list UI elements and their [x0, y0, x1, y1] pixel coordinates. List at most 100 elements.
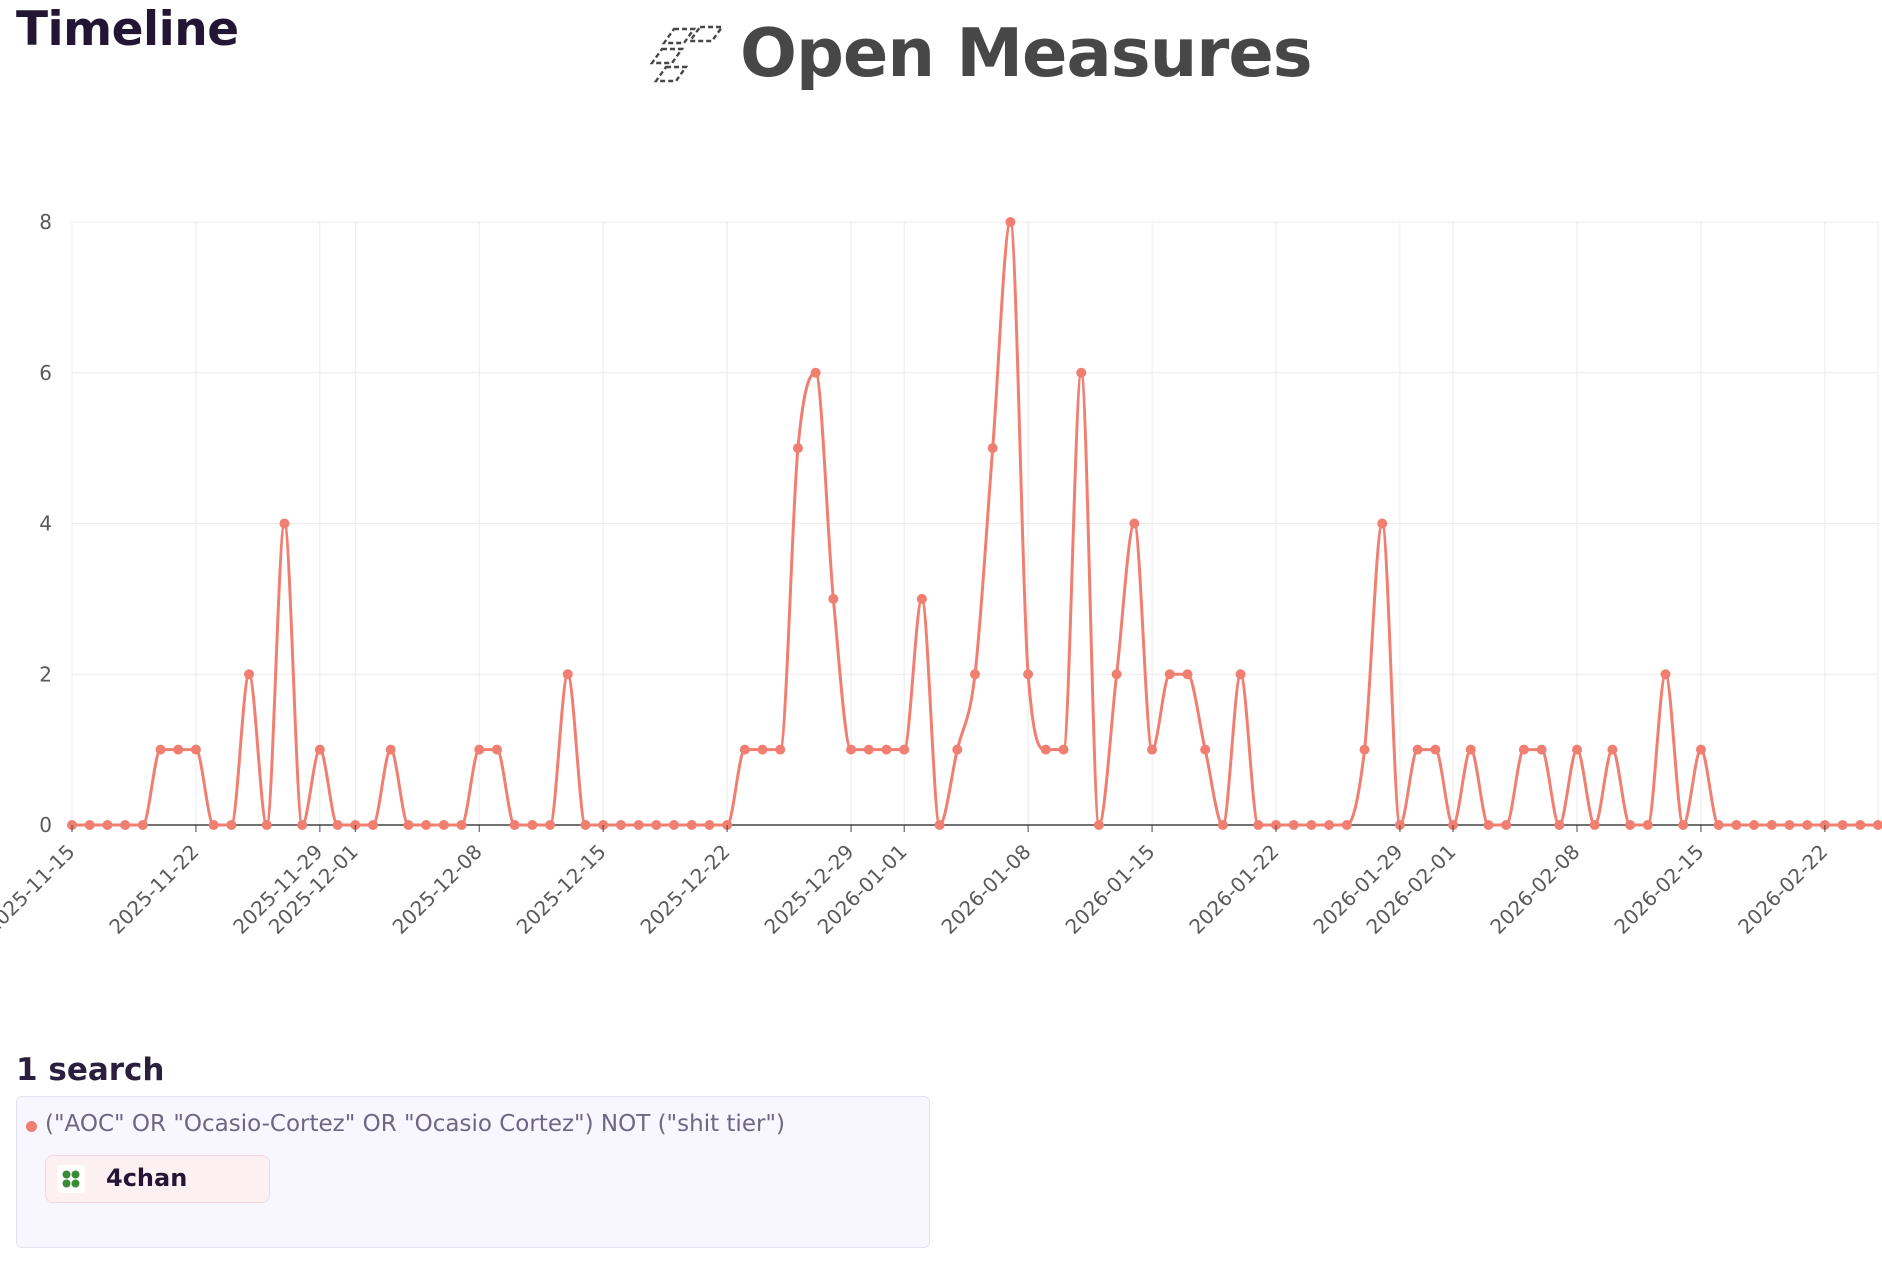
data-point[interactable] — [244, 669, 255, 680]
data-point[interactable] — [916, 593, 927, 604]
data-point[interactable] — [456, 820, 467, 830]
data-point[interactable] — [1607, 744, 1618, 755]
data-point[interactable] — [1465, 744, 1476, 755]
data-point[interactable] — [332, 820, 343, 830]
brand[interactable]: Open Measures — [650, 14, 1313, 92]
data-point[interactable] — [1147, 744, 1158, 755]
data-point[interactable] — [1253, 820, 1264, 830]
data-point[interactable] — [651, 820, 662, 830]
data-point[interactable] — [1536, 744, 1547, 755]
data-point[interactable] — [580, 820, 591, 830]
data-point[interactable] — [1217, 820, 1228, 830]
data-point[interactable] — [1695, 744, 1706, 755]
data-point[interactable] — [1359, 744, 1370, 755]
data-point[interactable] — [1235, 669, 1246, 680]
data-point[interactable] — [1518, 744, 1529, 755]
data-point[interactable] — [1625, 820, 1636, 830]
data-point[interactable] — [1554, 820, 1565, 830]
data-point[interactable] — [1023, 669, 1034, 680]
data-point[interactable] — [385, 744, 396, 755]
data-point[interactable] — [208, 820, 219, 830]
data-point[interactable] — [1058, 744, 1069, 755]
data-point[interactable] — [1182, 669, 1193, 680]
data-point[interactable] — [846, 744, 857, 755]
data-point[interactable] — [828, 593, 839, 604]
data-point[interactable] — [421, 820, 432, 830]
data-point[interactable] — [1306, 820, 1317, 830]
data-point[interactable] — [1873, 820, 1882, 830]
y-tick-label: 8 — [39, 210, 52, 234]
data-point[interactable] — [686, 820, 697, 830]
search-query[interactable]: ("AOC" OR "Ocasio-Cortez" OR "Ocasio Cor… — [45, 1111, 785, 1137]
data-point[interactable] — [1324, 820, 1335, 830]
data-point[interactable] — [1377, 518, 1388, 529]
data-point[interactable] — [669, 820, 679, 830]
data-point[interactable] — [261, 820, 272, 830]
data-point[interactable] — [970, 669, 980, 680]
data-point[interactable] — [1501, 820, 1512, 830]
data-point[interactable] — [810, 367, 821, 378]
data-point[interactable] — [491, 744, 502, 755]
data-point[interactable] — [509, 820, 520, 830]
data-point[interactable] — [1005, 217, 1016, 227]
data-point[interactable] — [739, 744, 750, 755]
data-point[interactable] — [1200, 744, 1211, 755]
data-point[interactable] — [279, 518, 290, 529]
data-point[interactable] — [1713, 820, 1724, 830]
data-point[interactable] — [952, 744, 963, 755]
data-point[interactable] — [792, 443, 803, 454]
data-point[interactable] — [1164, 669, 1175, 680]
data-point[interactable] — [1076, 367, 1087, 378]
search-card[interactable]: ("AOC" OR "Ocasio-Cortez" OR "Ocasio Cor… — [16, 1096, 930, 1248]
data-point[interactable] — [633, 820, 644, 830]
data-point[interactable] — [1483, 820, 1494, 830]
data-point[interactable] — [562, 669, 573, 680]
data-point[interactable] — [297, 820, 308, 830]
data-point[interactable] — [987, 443, 998, 454]
data-point[interactable] — [704, 820, 715, 830]
data-point[interactable] — [615, 820, 626, 830]
data-point[interactable] — [1749, 820, 1760, 830]
data-point[interactable] — [1111, 669, 1122, 680]
data-point[interactable] — [775, 744, 786, 755]
data-point[interactable] — [474, 744, 485, 755]
data-point[interactable] — [1412, 744, 1423, 755]
data-point[interactable] — [314, 744, 325, 755]
data-point[interactable] — [1784, 820, 1795, 830]
data-point[interactable] — [1660, 669, 1671, 680]
data-point[interactable] — [155, 744, 166, 755]
data-point[interactable] — [368, 820, 378, 830]
data-point[interactable] — [1040, 744, 1051, 755]
data-point[interactable] — [527, 820, 538, 830]
data-point[interactable] — [881, 744, 892, 755]
data-point[interactable] — [1129, 518, 1140, 529]
data-point[interactable] — [1766, 820, 1777, 830]
data-point[interactable] — [899, 744, 910, 755]
data-point[interactable] — [934, 820, 945, 830]
data-point[interactable] — [1855, 820, 1866, 830]
data-point[interactable] — [1589, 820, 1600, 830]
data-point[interactable] — [137, 820, 148, 830]
data-point[interactable] — [1288, 820, 1299, 830]
data-point[interactable] — [863, 744, 874, 755]
platform-chip-4chan[interactable]: 4chan — [45, 1155, 270, 1203]
data-point[interactable] — [403, 820, 414, 830]
data-point[interactable] — [1731, 820, 1742, 830]
data-point[interactable] — [1341, 820, 1352, 830]
data-point[interactable] — [1572, 744, 1582, 755]
data-point[interactable] — [226, 820, 237, 830]
data-point[interactable] — [84, 820, 95, 830]
data-point[interactable] — [102, 820, 113, 830]
data-point[interactable] — [1837, 820, 1848, 830]
data-point[interactable] — [757, 744, 768, 755]
data-point[interactable] — [173, 744, 184, 755]
data-point[interactable] — [190, 744, 201, 755]
data-point[interactable] — [1802, 820, 1813, 830]
data-point[interactable] — [1430, 744, 1441, 755]
data-point[interactable] — [1678, 820, 1689, 830]
data-point[interactable] — [120, 820, 131, 830]
data-point[interactable] — [545, 820, 556, 830]
data-point[interactable] — [1093, 820, 1104, 830]
data-point[interactable] — [438, 820, 449, 830]
data-point[interactable] — [1642, 820, 1653, 830]
